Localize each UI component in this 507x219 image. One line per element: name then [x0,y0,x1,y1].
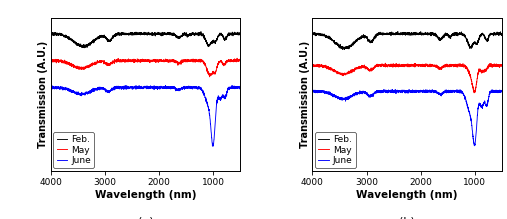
Line: Feb.: Feb. [312,32,502,49]
May [207,76,213,78]
Text: (a): (a) [138,217,153,219]
June [57,86,63,89]
June [232,87,238,89]
June [396,90,403,92]
June [232,87,238,90]
June [197,86,203,89]
Feb. [232,33,238,36]
May [140,60,146,63]
June [472,145,478,147]
Feb. [395,30,401,33]
Feb. [402,32,408,34]
June [48,86,54,88]
Feb. [48,31,54,34]
Feb. [198,30,204,33]
May [471,92,477,94]
June [210,145,216,147]
June [319,89,325,92]
Feb. [81,46,87,49]
May [232,59,238,61]
Feb. [309,33,315,36]
Feb. [57,33,63,36]
Feb. [396,33,403,36]
May [493,63,499,66]
June [140,87,146,90]
June [402,90,408,93]
Legend: Feb., May, June: Feb., May, June [315,132,355,168]
May [237,58,243,61]
Feb. [499,32,505,35]
Y-axis label: Transmission (A.U.): Transmission (A.U.) [300,41,310,148]
May [135,59,141,62]
May [48,59,54,62]
May [494,65,500,67]
May [499,65,505,68]
May [319,64,325,67]
June [309,90,315,93]
May [402,63,408,66]
June [381,88,387,91]
Legend: Feb., May, June: Feb., May, June [53,132,94,168]
June [237,85,243,88]
May [197,58,203,60]
Feb. [197,33,203,36]
May [232,60,238,62]
May [396,64,403,66]
Line: June: June [312,89,502,146]
May [234,57,240,60]
June [122,84,128,87]
June [494,90,500,93]
Feb. [237,33,243,35]
Feb. [459,33,465,36]
Text: (b): (b) [399,217,415,219]
June [493,90,499,93]
Feb. [494,33,500,35]
Feb. [493,32,499,35]
Feb. [232,32,238,35]
X-axis label: Wavelength (nm): Wavelength (nm) [95,189,196,200]
June [459,90,465,93]
X-axis label: Wavelength (nm): Wavelength (nm) [356,189,458,200]
June [135,86,141,88]
June [499,90,505,92]
May [309,64,315,67]
Feb. [140,33,146,36]
Y-axis label: Transmission (A.U.): Transmission (A.U.) [38,41,48,148]
Line: Feb.: Feb. [51,32,240,48]
Feb. [341,48,347,51]
May [459,64,465,67]
Feb. [319,33,325,36]
May [382,62,388,65]
Line: May: May [51,58,240,77]
May [57,60,63,62]
Line: June: June [51,85,240,146]
Feb. [135,32,141,35]
Line: May: May [312,63,502,93]
